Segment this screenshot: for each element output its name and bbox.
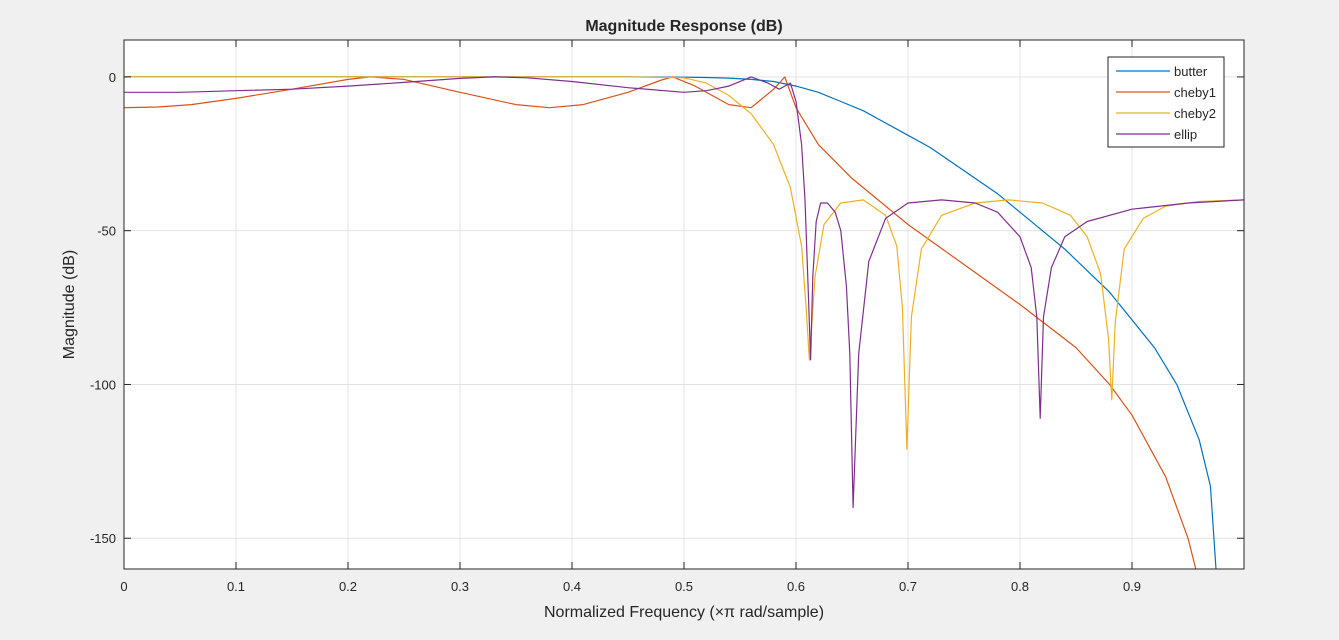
y-tick-label: -50 bbox=[97, 224, 116, 239]
legend-label: cheby1 bbox=[1174, 85, 1216, 100]
x-tick-label: 0.7 bbox=[899, 579, 917, 594]
x-tick-label: 0.9 bbox=[1123, 579, 1141, 594]
y-axis-label: Magnitude (dB) bbox=[61, 250, 78, 359]
axis-ticks: 0 0.1 0.2 0.3 0.4 0.5 0.6 0.7 0.8 0.9 0 -50 -100 -150 bbox=[90, 40, 1244, 594]
x-tick-label: 0.4 bbox=[563, 579, 581, 594]
x-axis-label: Normalized Frequency (×π rad/sample) bbox=[544, 604, 824, 621]
series-line-cheby1 bbox=[124, 76, 1197, 569]
series-lines bbox=[124, 76, 1244, 569]
series-line-cheby2 bbox=[124, 76, 1244, 450]
legend-item-ellip[interactable]: ellip bbox=[1116, 127, 1197, 142]
y-tick-label: 0 bbox=[109, 70, 116, 85]
x-tick-label: 0 bbox=[120, 579, 127, 594]
legend[interactable]: butter cheby1 cheby2 ellip bbox=[1107, 56, 1225, 148]
legend-item-cheby1[interactable]: cheby1 bbox=[1116, 85, 1216, 100]
series-line-ellip bbox=[124, 76, 1244, 509]
legend-item-butter[interactable]: butter bbox=[1116, 64, 1208, 79]
x-tick-label: 0.5 bbox=[675, 579, 693, 594]
legend-label: cheby2 bbox=[1174, 106, 1216, 121]
legend-item-cheby2[interactable]: cheby2 bbox=[1116, 106, 1216, 121]
legend-label: butter bbox=[1174, 64, 1208, 79]
x-tick-label: 0.8 bbox=[1011, 579, 1029, 594]
y-tick-label: -150 bbox=[90, 531, 116, 546]
legend-label: ellip bbox=[1174, 127, 1197, 142]
x-tick-label: 0.1 bbox=[227, 579, 245, 594]
y-tick-label: -100 bbox=[90, 377, 116, 392]
chart-title: Magnitude Response (dB) bbox=[585, 18, 782, 35]
x-tick-label: 0.6 bbox=[787, 579, 805, 594]
x-tick-label: 0.2 bbox=[339, 579, 357, 594]
legend-box bbox=[1107, 56, 1225, 148]
x-tick-label: 0.3 bbox=[451, 579, 469, 594]
